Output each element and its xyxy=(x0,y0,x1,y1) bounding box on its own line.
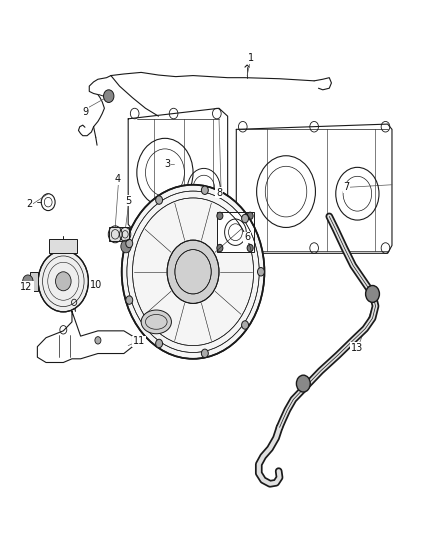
Circle shape xyxy=(103,90,114,102)
Text: 8: 8 xyxy=(216,188,222,198)
Text: 1: 1 xyxy=(248,53,254,63)
Circle shape xyxy=(201,349,208,358)
Bar xyxy=(30,272,38,291)
Circle shape xyxy=(247,244,253,252)
Circle shape xyxy=(201,186,208,195)
Bar xyxy=(49,239,77,253)
Text: 2: 2 xyxy=(26,199,33,209)
Circle shape xyxy=(297,375,310,392)
Text: 7: 7 xyxy=(343,182,350,192)
Circle shape xyxy=(95,337,101,344)
Circle shape xyxy=(122,185,265,359)
Text: 13: 13 xyxy=(351,343,364,353)
Text: 5: 5 xyxy=(125,196,131,206)
Circle shape xyxy=(258,268,265,276)
Circle shape xyxy=(217,212,223,220)
Circle shape xyxy=(155,196,162,204)
Text: 12: 12 xyxy=(21,281,33,292)
Circle shape xyxy=(126,239,133,248)
Text: 10: 10 xyxy=(90,280,102,290)
Text: 3: 3 xyxy=(164,159,170,168)
Circle shape xyxy=(56,272,71,291)
Circle shape xyxy=(242,214,248,223)
Ellipse shape xyxy=(141,310,171,334)
Circle shape xyxy=(121,240,131,253)
Circle shape xyxy=(167,240,219,303)
Circle shape xyxy=(126,296,133,304)
Text: 9: 9 xyxy=(82,107,88,117)
Circle shape xyxy=(242,321,248,329)
Circle shape xyxy=(247,212,253,220)
Circle shape xyxy=(366,286,379,302)
Bar xyxy=(217,212,254,252)
Circle shape xyxy=(23,275,33,288)
Text: 4: 4 xyxy=(114,174,120,184)
Bar xyxy=(109,228,130,241)
Circle shape xyxy=(38,251,88,312)
Text: 11: 11 xyxy=(133,336,145,346)
Text: 6: 6 xyxy=(244,232,250,243)
Circle shape xyxy=(217,244,223,252)
Circle shape xyxy=(155,340,162,348)
